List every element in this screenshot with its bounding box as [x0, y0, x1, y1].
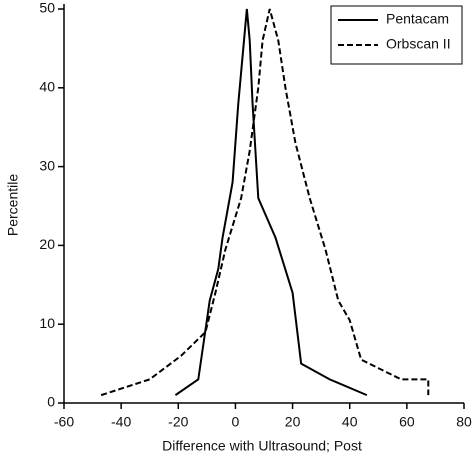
y-tick-label: 30 — [39, 157, 55, 173]
legend-box — [330, 5, 463, 65]
x-tick-label: 60 — [399, 414, 415, 430]
line-series — [100, 8, 430, 397]
y-tick-label: 10 — [39, 315, 55, 331]
line-series — [174, 8, 368, 397]
x-tick-label: -40 — [111, 414, 131, 430]
legend-label: Orbscan II — [386, 36, 451, 52]
y-tick-label: 40 — [39, 79, 55, 95]
x-tick-label: -20 — [168, 414, 188, 430]
x-tick-label: 0 — [232, 414, 240, 430]
y-tick-label: 50 — [39, 0, 55, 16]
x-tick-label: -60 — [54, 414, 74, 430]
x-axis-label: Difference with Ultrasound; Post — [162, 438, 362, 454]
x-tick-label: 40 — [342, 414, 358, 430]
y-axis-label: Percentile — [5, 174, 21, 236]
x-tick-label: 80 — [456, 414, 472, 430]
legend-label: Pentacam — [386, 11, 449, 27]
y-tick-label: 20 — [39, 236, 55, 252]
y-tick-label: 0 — [47, 394, 55, 410]
x-tick-label: 20 — [285, 414, 301, 430]
